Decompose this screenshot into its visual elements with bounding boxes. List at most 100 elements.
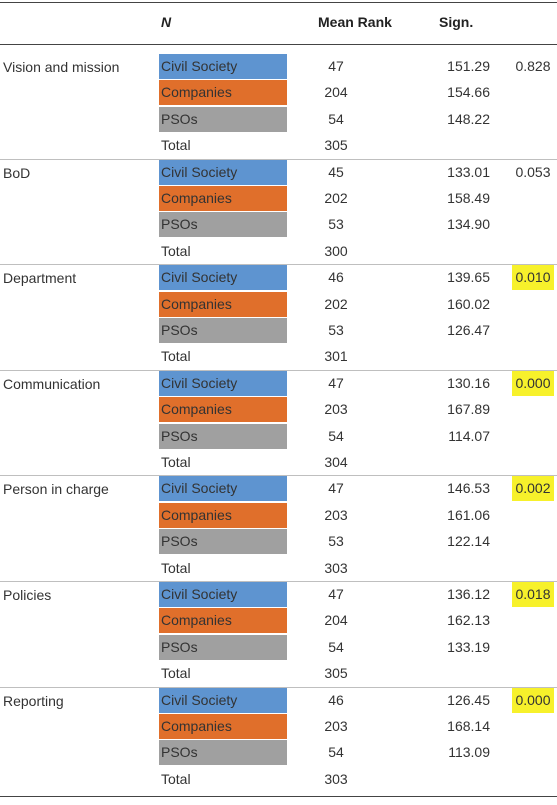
significance-value: 0.018	[512, 582, 554, 607]
n-cell: 303	[324, 770, 348, 787]
group-cell: Companies	[159, 80, 287, 106]
mean-rank-cell: 168.14	[447, 718, 490, 734]
mean-rank-cell: 146.53	[447, 480, 490, 497]
n-cell: 47	[328, 58, 344, 74]
variable-label: Reporting	[3, 692, 64, 709]
n-cell: 203	[324, 401, 348, 418]
n-cell: 305	[324, 665, 348, 682]
n-cell: 47	[328, 374, 344, 391]
significance-value: 0.000	[512, 370, 554, 396]
header-sign: Sign.	[439, 14, 474, 30]
mean-rank-cell: 126.47	[447, 322, 490, 338]
n-cell: 303	[324, 559, 348, 576]
significance-value: 0.000	[512, 687, 554, 713]
mean-rank-cell: 154.66	[447, 84, 490, 101]
block-separator	[0, 158, 557, 160]
group-cell: Total	[161, 559, 191, 576]
group-cell: PSOs	[159, 740, 287, 766]
n-cell: 47	[328, 480, 344, 497]
group-cell: Companies	[159, 502, 287, 528]
mean-rank-cell: 113.09	[448, 744, 490, 761]
mean-rank-cell: 160.02	[447, 295, 490, 312]
n-cell: 53	[328, 533, 344, 550]
variable-label: Communication	[3, 375, 101, 392]
header-mean-rank: Mean Rank	[318, 14, 392, 30]
group-cell: Total	[161, 770, 191, 787]
block-separator	[0, 475, 557, 477]
mean-rank-cell: 134.90	[447, 216, 490, 233]
mean-rank-cell: 133.01	[447, 163, 490, 180]
group-cell: Total	[161, 242, 191, 259]
header-rule	[0, 44, 557, 45]
mean-rank-cell: 162.13	[447, 612, 490, 629]
n-cell: 47	[328, 586, 344, 602]
n-cell: 46	[328, 691, 344, 708]
mean-rank-cell: 139.65	[447, 269, 490, 286]
group-cell: Companies	[159, 291, 287, 317]
mean-rank-cell: 114.07	[448, 427, 490, 444]
group-cell: Total	[161, 348, 191, 365]
group-cell: Civil Society	[159, 476, 287, 502]
group-cell: Companies	[159, 714, 287, 739]
n-cell: 203	[324, 506, 348, 523]
table-bottom-rule	[0, 796, 557, 797]
n-cell: 204	[324, 612, 348, 629]
block-separator	[0, 686, 557, 688]
n-cell: 54	[328, 744, 344, 761]
mean-rank-cell: 130.16	[447, 374, 490, 391]
header-n: N	[161, 14, 172, 30]
mean-rank-cell: 148.22	[447, 110, 490, 127]
n-cell: 202	[324, 190, 348, 206]
n-cell: 204	[324, 84, 348, 101]
variable-label: Person in charge	[3, 481, 109, 498]
mean-rank-cell: 133.19	[447, 638, 490, 655]
group-cell: Companies	[159, 186, 287, 211]
n-cell: 300	[324, 242, 348, 259]
mean-rank-cell: 136.12	[447, 586, 490, 602]
mean-rank-cell: 167.89	[447, 401, 490, 418]
group-cell: Companies	[159, 397, 287, 423]
variable-label: Policies	[3, 587, 52, 603]
significance-value: 0.053	[515, 163, 551, 180]
group-cell: Civil Society	[159, 54, 287, 79]
group-cell: Civil Society	[159, 159, 287, 185]
n-cell: 305	[324, 137, 348, 154]
n-cell: 54	[328, 638, 344, 655]
n-cell: 202	[324, 295, 348, 312]
group-cell: Total	[161, 137, 191, 154]
block-separator	[0, 264, 557, 266]
significance-value: 0.828	[515, 58, 551, 74]
group-cell: Total	[161, 454, 191, 470]
significance-value: 0.010	[512, 265, 554, 291]
n-cell: 53	[328, 322, 344, 338]
group-cell: PSOs	[159, 423, 287, 449]
group-cell: Civil Society	[159, 687, 287, 713]
group-cell: PSOs	[159, 212, 287, 238]
group-cell: Civil Society	[159, 582, 287, 607]
n-cell: 304	[324, 454, 348, 470]
table-top-rule	[0, 2, 557, 3]
group-cell: Companies	[159, 608, 287, 634]
group-cell: PSOs	[159, 529, 287, 555]
mean-rank-cell: 122.14	[447, 533, 490, 550]
n-cell: 45	[328, 163, 344, 180]
block-separator	[0, 581, 557, 582]
group-cell: PSOs	[159, 634, 287, 660]
n-cell: 54	[328, 427, 344, 444]
n-cell: 53	[328, 216, 344, 233]
n-cell: 46	[328, 269, 344, 286]
variable-label: Department	[3, 270, 77, 287]
group-cell: PSOs	[159, 318, 287, 343]
variable-label: Vision and mission	[3, 59, 120, 75]
group-cell: PSOs	[159, 106, 287, 132]
mean-rank-cell: 151.29	[447, 58, 490, 74]
significance-value: 0.002	[512, 476, 554, 502]
group-cell: Total	[161, 665, 191, 682]
n-cell: 54	[328, 110, 344, 127]
group-cell: Civil Society	[159, 265, 287, 291]
n-cell: 203	[324, 718, 348, 734]
mean-rank-cell: 158.49	[447, 190, 490, 206]
mean-rank-cell: 161.06	[447, 506, 490, 523]
block-separator	[0, 369, 557, 371]
